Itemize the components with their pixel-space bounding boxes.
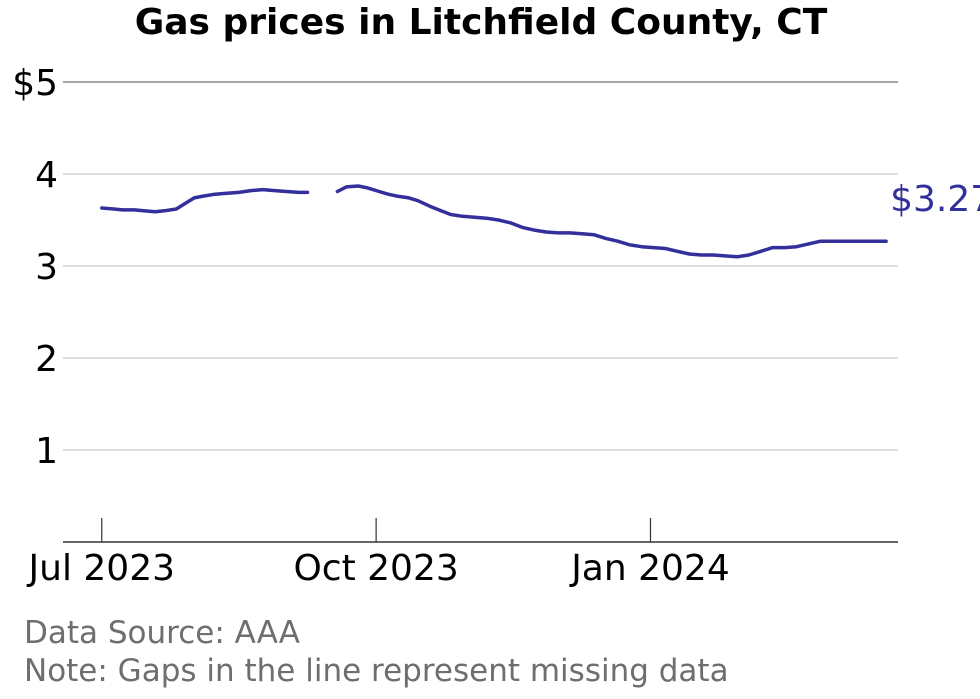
price-series: [100, 184, 888, 259]
gridlines: [63, 81, 898, 451]
price-line-segment-1: [100, 187, 310, 214]
price-line-segment-2: [335, 184, 888, 259]
x-tick-label: Jan 2024: [569, 548, 730, 589]
missing-data-note: Note: Gaps in the line represent missing…: [24, 653, 729, 689]
line-chart: 1 2 3 4 $5 Jul 2023 Oct 2023 Jan 2024 $3.27: [12, 63, 980, 589]
data-source-note: Data Source: AAA: [24, 615, 300, 651]
chart-title: Gas prices in Litchfield County, CT: [134, 2, 828, 43]
end-value-label: $3.27: [890, 179, 980, 220]
y-tick-label: 1: [35, 431, 58, 472]
y-tick-label: 3: [35, 247, 58, 288]
y-axis-tick-labels: 1 2 3 4 $5: [12, 63, 58, 472]
y-tick-label: 4: [35, 155, 58, 196]
x-tick-label: Oct 2023: [293, 548, 458, 589]
end-value-label-group: $3.27: [890, 179, 980, 220]
y-tick-label: $5: [12, 63, 58, 104]
y-tick-label: 2: [35, 339, 58, 380]
x-axis: Jul 2023 Oct 2023 Jan 2024: [27, 518, 898, 589]
x-tick-label: Jul 2023: [27, 548, 176, 589]
